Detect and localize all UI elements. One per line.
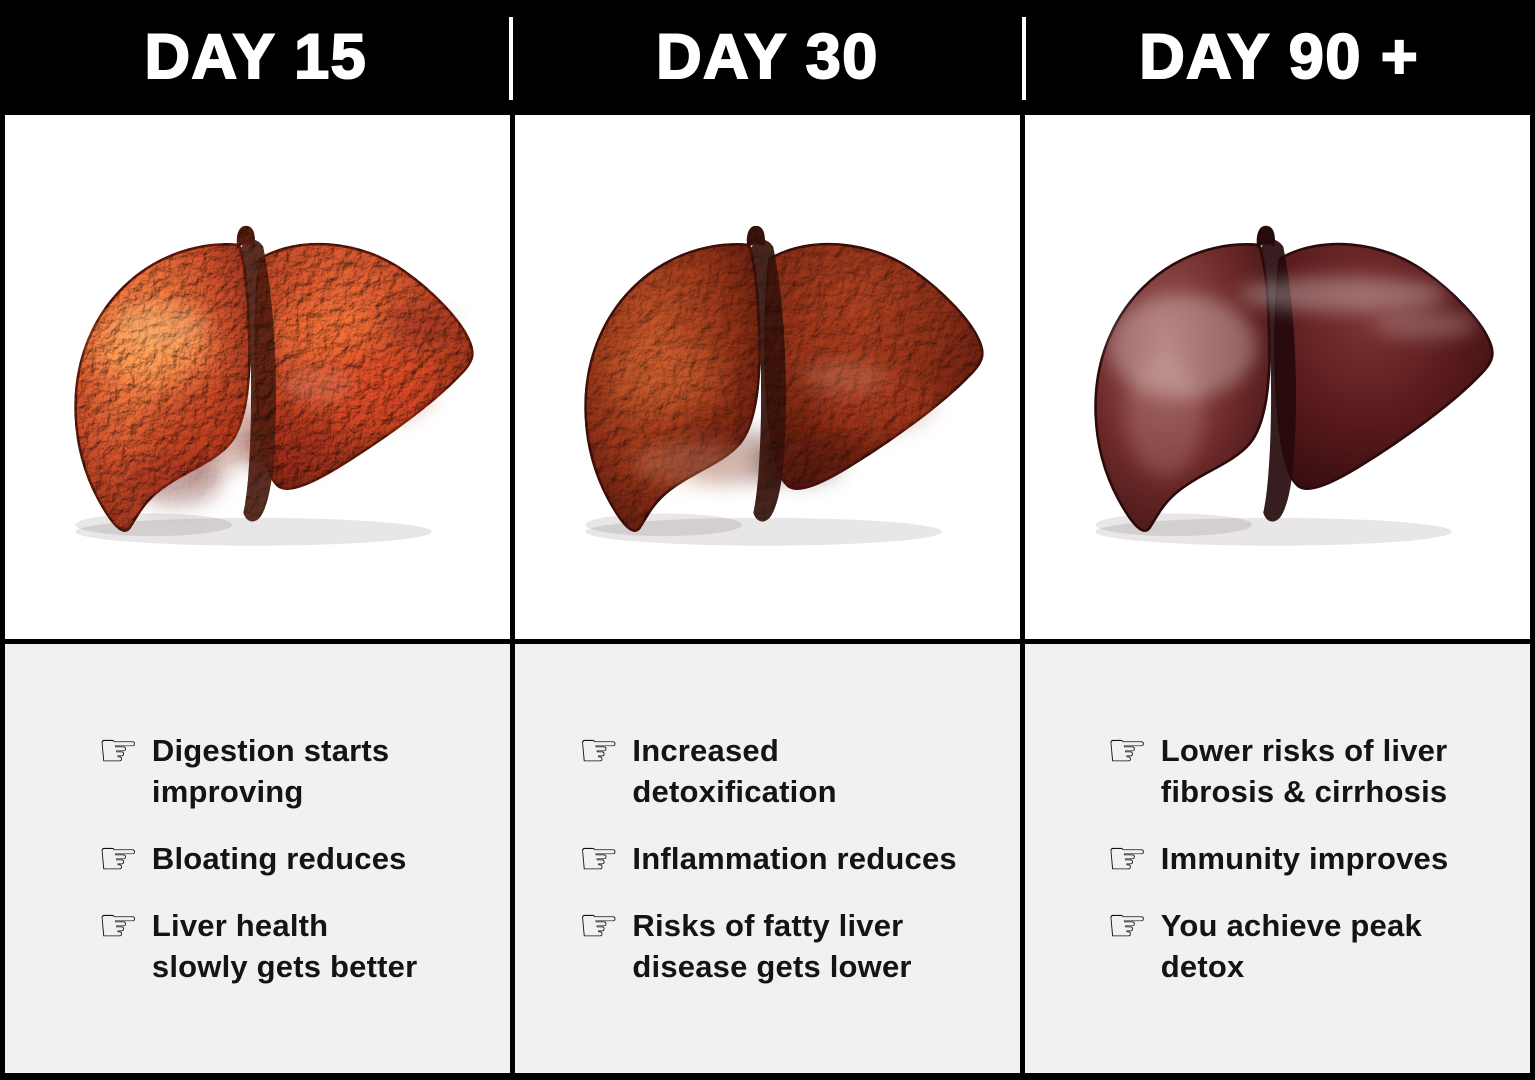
manicule-pointing-finger-icon: ☞	[1106, 831, 1148, 885]
benefit-item: ☞ Increased detoxification	[578, 723, 957, 812]
benefit-text: Risks of fatty liver disease gets lower	[632, 908, 912, 984]
manicule-pointing-finger-icon: ☞	[97, 723, 139, 777]
benefits-cell-day90: ☞ Lower risks of liver fibrosis & cirrhos…	[1025, 644, 1530, 1073]
liver-illustration-recovering-dark-red-bumpy	[583, 225, 984, 546]
liver-shadow	[74, 517, 432, 546]
column-header-day30-label: DAY 30	[655, 22, 879, 92]
liver-image-cell-day15	[5, 115, 510, 639]
liver-shadow	[1094, 513, 1252, 537]
liver-illustration-healthy-smooth-glossy	[1093, 225, 1494, 546]
header-divider	[509, 17, 513, 100]
liver-shadow	[584, 513, 742, 537]
benefit-item: ☞ You achieve peak detox	[1106, 898, 1449, 987]
benefit-text: You achieve peak detox	[1160, 908, 1422, 984]
benefit-item: ☞ Inflammation reduces	[578, 831, 957, 885]
column-header-day30: DAY 30	[512, 0, 1024, 115]
liver-falciform-ligament	[1260, 239, 1296, 522]
benefit-item: ☞ Lower risks of liver fibrosis & cirrhos…	[1106, 723, 1449, 812]
column-header-day90: DAY 90 +	[1023, 0, 1535, 115]
benefits-cell-day30: ☞ Increased detoxification ☞ Inflammation r…	[515, 644, 1020, 1073]
table-body: ☞ Digestion starts improving ☞ Bloating red…	[0, 115, 1535, 1080]
manicule-pointing-finger-icon: ☞	[578, 898, 620, 952]
benefit-text: Liver health slowly gets better	[151, 908, 418, 984]
benefit-text: Inflammation reduces	[632, 841, 957, 876]
column-header-day90-label: DAY 90 +	[1138, 22, 1420, 92]
manicule-pointing-finger-icon: ☞	[578, 831, 620, 885]
benefit-text: Digestion starts improving	[151, 733, 390, 809]
header-divider	[1022, 17, 1026, 100]
benefit-list: ☞ Lower risks of liver fibrosis & cirrhos…	[1106, 723, 1449, 987]
liver-shadow	[74, 513, 232, 537]
column-header-day15: DAY 15	[0, 0, 512, 115]
manicule-pointing-finger-icon: ☞	[1106, 898, 1148, 952]
liver-image-cell-day90	[1025, 115, 1530, 639]
liver-shadow	[584, 517, 942, 546]
liver-falciform-ligament	[240, 239, 276, 522]
manicule-pointing-finger-icon: ☞	[97, 831, 139, 885]
benefit-item: ☞ Digestion starts improving	[97, 723, 418, 812]
benefit-item: ☞ Risks of fatty liver disease gets lower	[578, 898, 957, 987]
benefit-text: Increased detoxification	[632, 733, 837, 809]
manicule-pointing-finger-icon: ☞	[578, 723, 620, 777]
benefit-text: Bloating reduces	[151, 841, 407, 876]
liver-falciform-ligament	[750, 239, 786, 522]
benefit-text: Immunity improves	[1160, 841, 1449, 876]
liver-shadow	[1094, 517, 1452, 546]
benefit-item: ☞ Bloating reduces	[97, 831, 418, 885]
liver-image-cell-day30	[515, 115, 1020, 639]
manicule-pointing-finger-icon: ☞	[1106, 723, 1148, 777]
benefits-cell-day15: ☞ Digestion starts improving ☞ Bloating red…	[5, 644, 510, 1073]
benefit-list: ☞ Digestion starts improving ☞ Bloating red…	[97, 723, 418, 987]
benefit-text: Lower risks of liver fibrosis & cirrhosi…	[1160, 733, 1448, 809]
column-header-day15-label: DAY 15	[144, 22, 368, 92]
benefit-item: ☞ Liver health slowly gets better	[97, 898, 418, 987]
benefit-list: ☞ Increased detoxification ☞ Inflammation r…	[578, 723, 957, 987]
liver-illustration-damaged-mottled-bumpy	[73, 225, 474, 546]
manicule-pointing-finger-icon: ☞	[97, 898, 139, 952]
header-row: DAY 15 DAY 30 DAY 90 +	[0, 0, 1535, 115]
benefit-item: ☞ Immunity improves	[1106, 831, 1449, 885]
